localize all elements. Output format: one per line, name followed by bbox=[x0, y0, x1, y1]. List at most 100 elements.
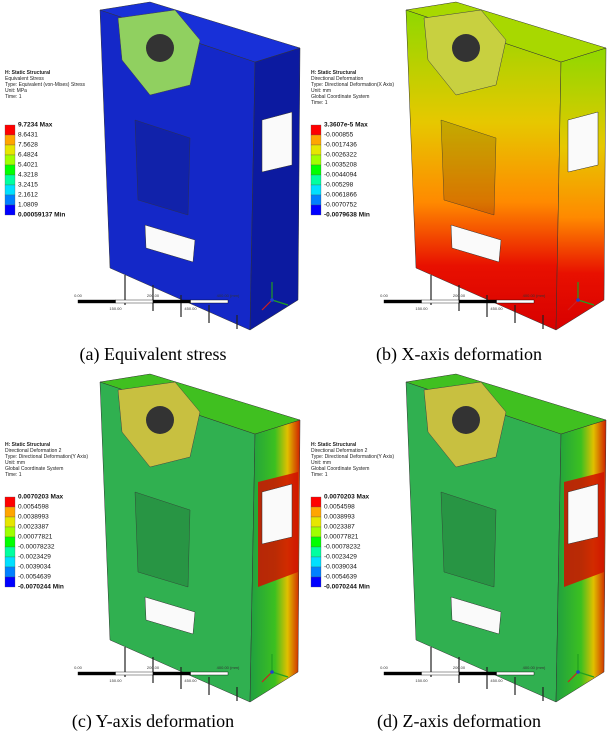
legend-swatch bbox=[311, 205, 321, 215]
scale-segment bbox=[384, 300, 422, 303]
legend-label: 0.00077821 bbox=[324, 534, 359, 541]
legend-label: -0.0079638 Min bbox=[324, 212, 370, 219]
legend-label: -0.0023429 bbox=[18, 554, 51, 561]
scale-label: 150.00 bbox=[415, 306, 428, 311]
scale-segment bbox=[153, 300, 191, 303]
scale-label: 450.00 bbox=[490, 306, 503, 311]
legend-swatch bbox=[311, 165, 321, 175]
legend-swatch bbox=[5, 155, 15, 165]
legend-swatch bbox=[5, 205, 15, 215]
legend-label: 0.0023387 bbox=[18, 524, 49, 531]
legend-swatch bbox=[311, 547, 321, 557]
scale-label: 150.00 bbox=[109, 678, 122, 683]
scale-label: 200.00 bbox=[453, 665, 466, 670]
legend-swatch bbox=[311, 135, 321, 145]
figure: H: Static StructuralEquivalent StressTyp… bbox=[0, 0, 612, 740]
legend-label: 0.0070203 Max bbox=[18, 494, 64, 501]
scale-segment bbox=[191, 300, 229, 303]
legend-swatch bbox=[311, 577, 321, 587]
legend-label: 0.00077821 bbox=[18, 534, 53, 541]
legend-swatch bbox=[311, 517, 321, 527]
legend-swatch bbox=[5, 517, 15, 527]
legend-swatch bbox=[5, 547, 15, 557]
scale-label: 0.00 bbox=[380, 665, 389, 670]
legend-label: 0.00059137 Min bbox=[18, 212, 65, 219]
legend-swatch bbox=[5, 125, 15, 135]
legend-label: -0.000855 bbox=[324, 132, 354, 139]
legend-label: -0.0039034 bbox=[18, 564, 51, 571]
scale-segment bbox=[153, 672, 191, 675]
scale-segment bbox=[78, 672, 116, 675]
legend-label: -0.0070244 Min bbox=[324, 584, 370, 591]
legend-swatch bbox=[5, 507, 15, 517]
legend-label: 6.4824 bbox=[18, 152, 38, 159]
scale-label: 450.00 bbox=[490, 678, 503, 683]
scale-segment bbox=[384, 672, 422, 675]
legend-label: -0.0054639 bbox=[324, 574, 357, 581]
legend-label: 0.0038993 bbox=[324, 514, 355, 521]
legend-label: 5.4021 bbox=[18, 162, 38, 169]
legend-label: 0.0023387 bbox=[324, 524, 355, 531]
scale-label: 400.00 (mm) bbox=[217, 665, 240, 670]
legend-swatch bbox=[5, 165, 15, 175]
scale-label: 0.00 bbox=[74, 293, 83, 298]
scale-label: 150.00 bbox=[109, 306, 122, 311]
model-hole bbox=[146, 34, 174, 62]
scale-label: 400.00 (mm) bbox=[523, 665, 546, 670]
model-window bbox=[262, 112, 292, 172]
scale-label: 400.00 (mm) bbox=[217, 293, 240, 298]
legend-label: -0.0044094 bbox=[324, 172, 357, 179]
fea-model bbox=[100, 2, 300, 330]
scale-segment bbox=[422, 672, 460, 675]
legend-label: -0.0061866 bbox=[324, 192, 357, 199]
scale-segment bbox=[497, 672, 535, 675]
legend-label: 0.0070203 Max bbox=[324, 494, 370, 501]
legend-label: -0.0026322 bbox=[324, 152, 357, 159]
triad-origin bbox=[270, 670, 274, 674]
scale-segment bbox=[422, 300, 460, 303]
scale-segment bbox=[497, 300, 535, 303]
legend-swatch bbox=[311, 155, 321, 165]
legend-label: 8.6431 bbox=[18, 132, 38, 139]
legend-label: 3.2415 bbox=[18, 182, 38, 189]
legend-label: 7.5628 bbox=[18, 142, 38, 149]
legend-label: -0.00078232 bbox=[18, 544, 55, 551]
legend-label: -0.0039034 bbox=[324, 564, 357, 571]
model-window bbox=[568, 484, 598, 544]
legend-swatch bbox=[5, 537, 15, 547]
scale-segment bbox=[78, 300, 116, 303]
model-window bbox=[262, 484, 292, 544]
legend-swatch bbox=[5, 557, 15, 567]
fea-model bbox=[100, 374, 300, 702]
legend-label: -0.005298 bbox=[324, 182, 354, 189]
model-window bbox=[568, 112, 598, 172]
scale-segment bbox=[459, 300, 497, 303]
scale-label: 200.00 bbox=[147, 293, 160, 298]
header-line: Time: 1 bbox=[5, 94, 22, 100]
scale-label: 150.00 bbox=[415, 678, 428, 683]
header-line: Time: 1 bbox=[5, 472, 22, 478]
triad-origin bbox=[576, 670, 580, 674]
legend-label: -0.0023429 bbox=[324, 554, 357, 561]
scale-label: 200.00 bbox=[147, 665, 160, 670]
caption: (d) Z-axis deformation bbox=[377, 711, 541, 732]
legend-swatch bbox=[311, 557, 321, 567]
legend-swatch bbox=[5, 175, 15, 185]
triad-origin bbox=[576, 298, 580, 302]
fea-model bbox=[406, 2, 606, 330]
legend-swatch bbox=[311, 145, 321, 155]
triad-origin bbox=[270, 298, 274, 302]
scale-segment bbox=[459, 672, 497, 675]
legend-label: 0.0054598 bbox=[324, 504, 355, 511]
scale-label: 400.00 (mm) bbox=[523, 293, 546, 298]
legend-label: 9.7234 Max bbox=[18, 122, 53, 129]
model-hole bbox=[452, 406, 480, 434]
model-side bbox=[250, 48, 300, 330]
legend-swatch bbox=[5, 497, 15, 507]
legend-label: 2.1612 bbox=[18, 192, 38, 199]
legend-swatch bbox=[311, 175, 321, 185]
scale-label: 0.00 bbox=[74, 665, 83, 670]
legend-label: 4.3218 bbox=[18, 172, 38, 179]
header-line: Time: 1 bbox=[311, 100, 328, 106]
